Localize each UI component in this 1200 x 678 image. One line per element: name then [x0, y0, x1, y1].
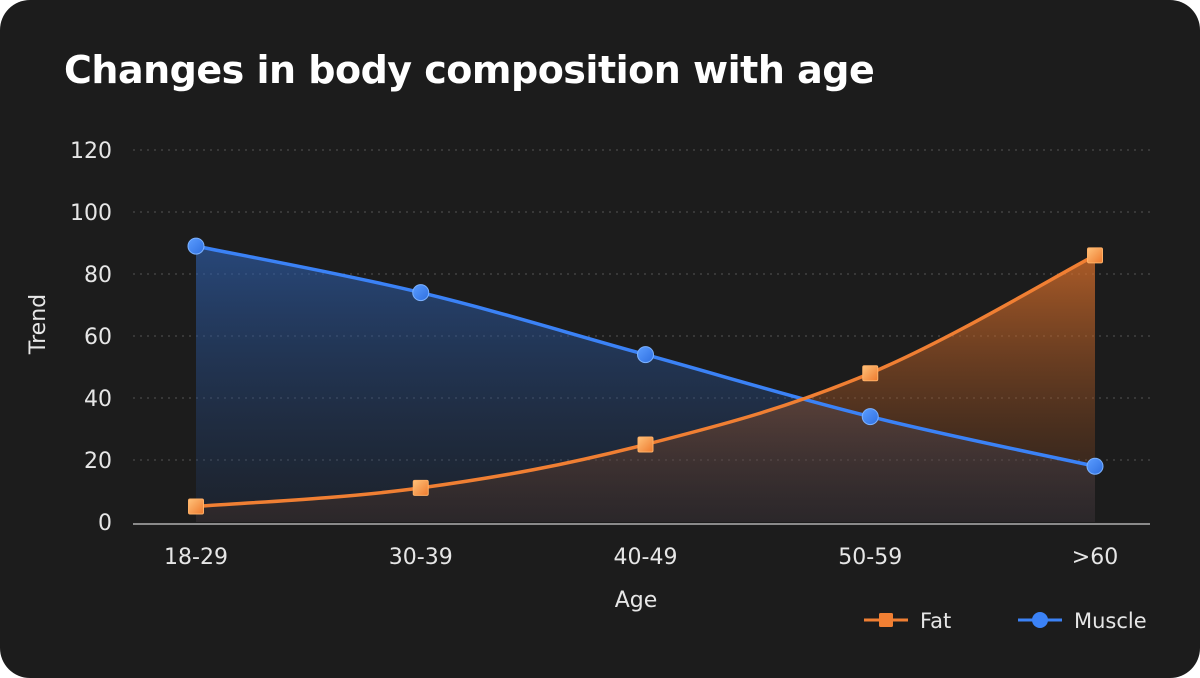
muscle-point — [1086, 457, 1104, 475]
area-fills — [196, 246, 1095, 522]
legend-fat-marker — [879, 613, 893, 627]
muscle-point — [187, 237, 205, 255]
y-tick-label: 0 — [98, 511, 112, 536]
chart-title: Changes in body composition with age — [64, 48, 875, 92]
x-tick-label: 30-39 — [389, 545, 453, 570]
legend-muscle-marker — [1032, 612, 1048, 628]
y-tick-label: 20 — [84, 449, 112, 474]
legend-muscle-label: Muscle — [1074, 609, 1147, 633]
muscle-point — [412, 284, 430, 302]
muscle-point — [861, 408, 879, 426]
fat-area — [196, 255, 1095, 522]
x-tick-label: 18-29 — [164, 545, 228, 570]
y-tick-label: 120 — [70, 139, 112, 164]
x-axis-title: Age — [615, 588, 658, 613]
legend: Fat Muscle — [864, 609, 1147, 633]
legend-fat-label: Fat — [920, 609, 951, 633]
y-tick-label: 60 — [84, 325, 112, 350]
y-axis-title: Trend — [26, 294, 51, 355]
y-tick-label: 40 — [84, 387, 112, 412]
x-tick-label: >60 — [1072, 545, 1118, 570]
fat-point — [862, 365, 879, 382]
y-tick-label: 100 — [70, 201, 112, 226]
fat-point — [188, 498, 204, 515]
muscle-point — [637, 346, 654, 364]
x-tick-label: 50-59 — [838, 545, 902, 570]
fat-point — [1087, 247, 1103, 264]
x-tick-label: 40-49 — [614, 545, 678, 570]
series-markers — [187, 237, 1104, 515]
y-tick-label: 80 — [84, 263, 112, 288]
fat-point — [412, 479, 429, 496]
tick-labels: 0 20 40 60 80 100 120 18-29 30-39 40-49 50-59 >60 — [70, 139, 1118, 570]
fat-point — [637, 436, 654, 453]
